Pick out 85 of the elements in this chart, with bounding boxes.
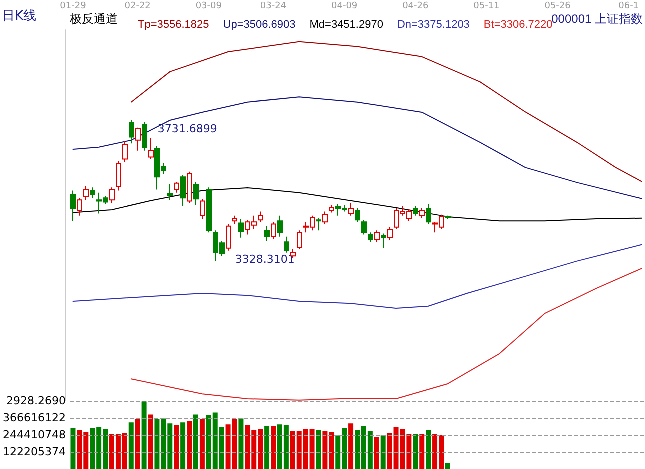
bar (420, 434, 425, 469)
text: Md=3451.2970 (310, 19, 384, 31)
bar (148, 414, 154, 469)
x-tick-label: 05-11 (474, 2, 500, 12)
x-tick-label: 03-09 (196, 2, 222, 12)
bar (271, 426, 276, 469)
text: Tp=3556.1825 (138, 19, 210, 31)
candlestick (426, 204, 431, 225)
bar (445, 463, 450, 469)
candlestick (329, 204, 334, 214)
candlestick (368, 232, 373, 243)
candlestick (271, 222, 276, 240)
bar (316, 430, 322, 469)
bar (413, 434, 418, 469)
candlestick (122, 140, 128, 163)
bar (135, 419, 140, 469)
candlestick (135, 127, 141, 152)
x-tick-label: 04-26 (402, 2, 429, 12)
candlestick (361, 220, 367, 236)
candlestick (200, 198, 205, 220)
y-tick-label: 122205374 (3, 446, 66, 459)
text: Up=3506.6903 (223, 19, 296, 31)
candlestick (109, 187, 115, 204)
bar (128, 422, 134, 469)
x-tick-label: 02-22 (124, 2, 151, 12)
candlestick (226, 224, 231, 252)
bar (200, 419, 205, 469)
candlestick (70, 190, 76, 222)
y-tick-label: 244410748 (3, 428, 66, 442)
chart-title: 日K线 (2, 9, 37, 24)
legend-title: 极反通道 (69, 12, 118, 26)
candlestick (348, 202, 354, 216)
candlestick (238, 218, 244, 238)
candlestick (445, 215, 451, 220)
annotation: 3328.3101 (235, 253, 295, 266)
bar (187, 421, 192, 469)
candlestick (387, 226, 393, 241)
x-tick-label: 06-1 (618, 2, 640, 12)
candlestick (264, 226, 270, 242)
candlestick (187, 171, 192, 204)
bar (142, 402, 147, 469)
candlestick (413, 206, 418, 216)
candlestick (180, 174, 186, 207)
bar (193, 414, 198, 469)
x-tick-label: 04-09 (332, 2, 358, 12)
candlestick (77, 198, 82, 216)
candlestick (316, 217, 321, 232)
candlestick (174, 182, 179, 194)
candlestick (419, 208, 425, 218)
ref-line-label: 2928.2690 (6, 394, 66, 408)
candlestick (90, 187, 95, 199)
candlestick (258, 211, 263, 223)
candlestick (142, 122, 147, 152)
bar (426, 430, 432, 469)
x-tick-label: 01-29 (60, 2, 87, 12)
candlestick (148, 138, 154, 160)
bar (174, 425, 180, 469)
x-tick-label: 05-26 (544, 2, 572, 12)
bar (348, 424, 354, 469)
text: Bt=3306.7220 (484, 19, 553, 31)
bar (238, 418, 244, 469)
candlestick (322, 211, 328, 225)
annotation: 3731.6899 (158, 122, 218, 136)
candlestick (381, 233, 386, 249)
candlestick (193, 182, 199, 206)
bar (264, 426, 270, 469)
candlestick (355, 208, 360, 223)
candlestick (284, 236, 289, 254)
candlestick (232, 215, 237, 225)
bar (380, 436, 386, 469)
text: Dn=3375.1203 (397, 19, 470, 31)
text: 000001 上证指数 (552, 12, 644, 26)
candlestick (116, 160, 121, 192)
candlestick (129, 120, 134, 144)
candlestick (83, 186, 89, 201)
candlestick (277, 215, 283, 238)
candlestick (167, 184, 173, 201)
candlestick (206, 187, 212, 234)
bar (70, 428, 76, 469)
x-tick-label: 03-24 (260, 2, 287, 12)
bar (180, 422, 186, 469)
bar (374, 437, 380, 469)
y-tick-label: 366616122 (3, 412, 66, 425)
candlestick (297, 230, 302, 250)
candlestick (374, 230, 380, 243)
